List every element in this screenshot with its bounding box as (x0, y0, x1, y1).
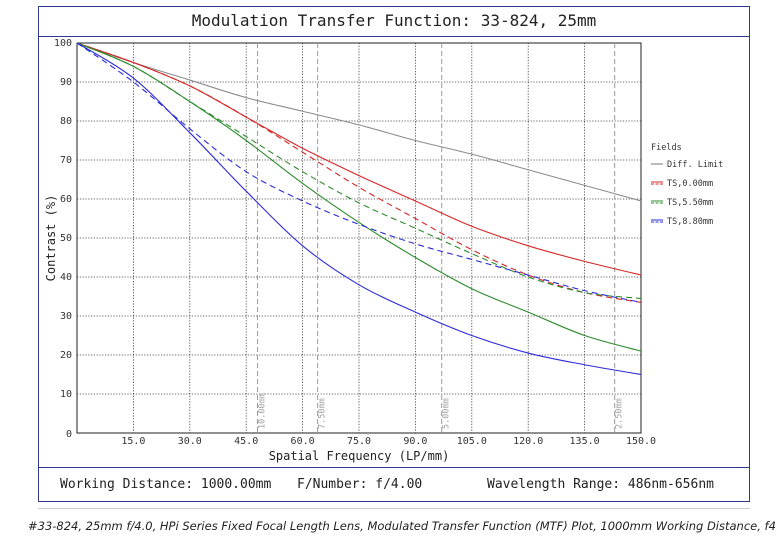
y-tick-label: 80 (60, 116, 72, 127)
series-line-solid (76, 42, 642, 202)
footer-divider (38, 467, 750, 468)
chart-title: Modulation Transfer Function: 33-824, 25… (191, 11, 597, 30)
x-tick-label: 90.0 (403, 436, 427, 447)
legend-label: TS,0.00mm (667, 179, 713, 189)
y-tick-label: 70 (60, 155, 72, 166)
legend-label: TS,5.50mm (667, 198, 713, 208)
x-tick-label: 75.0 (347, 436, 371, 447)
y-tick-label: 100 (54, 38, 72, 49)
series-line-solid (76, 42, 642, 352)
series-line-dashed (76, 42, 642, 303)
field-marker-label: 5.00mm (442, 398, 452, 429)
x-axis-title: Spatial Frequency (LP/mm) (269, 449, 450, 463)
y-tick-label: 60 (60, 194, 72, 205)
x-tick-label: 45.0 (234, 436, 258, 447)
legend-label: TS,8.80mm (667, 217, 713, 227)
y-tick-label: 30 (60, 311, 72, 322)
title-divider (38, 36, 750, 37)
wavelength-label: Wavelength Range: 486nm-656nm (487, 477, 714, 492)
series-line-dashed (76, 42, 642, 303)
caption-divider (38, 508, 750, 509)
y-tick-label: 40 (60, 272, 72, 283)
field-marker-label: 10.00mm (257, 393, 267, 429)
y-axis-title: Contrast (%) (44, 195, 58, 282)
working-distance-label: Working Distance: 1000.00mm (60, 477, 272, 492)
x-tick-label: 30.0 (178, 436, 202, 447)
x-tick-label: 150.0 (626, 436, 656, 447)
x-tick-label: 105.0 (457, 436, 487, 447)
legend-label: Diff. Limit (667, 160, 723, 170)
field-marker-label: 7.50mm (318, 398, 328, 429)
field-marker-label: 2.50mm (615, 398, 625, 429)
x-tick-label: 60.0 (291, 436, 315, 447)
y-tick-label: 20 (60, 350, 72, 361)
series-line-dashed (76, 42, 642, 299)
y-tick-label: 10 (60, 389, 72, 400)
x-tick-label: 120.0 (513, 436, 543, 447)
y-tick-label: 50 (60, 233, 72, 244)
legend-title: Fields (651, 143, 682, 153)
figure-caption: #33-824, 25mm f/4.0, HPi Series Fixed Fo… (28, 519, 776, 533)
f-number-label: F/Number: f/4.00 (297, 477, 423, 492)
x-tick-label: 15.0 (121, 436, 145, 447)
y-tick-label: 0 (66, 429, 72, 440)
mtf-chart: 10.00mm 7.50mm 5.00mm 2.50mm 0 10 20 30 40 50 60 70… (44, 38, 723, 463)
y-tick-label: 90 (60, 77, 72, 88)
x-tick-label: 135.0 (570, 436, 600, 447)
